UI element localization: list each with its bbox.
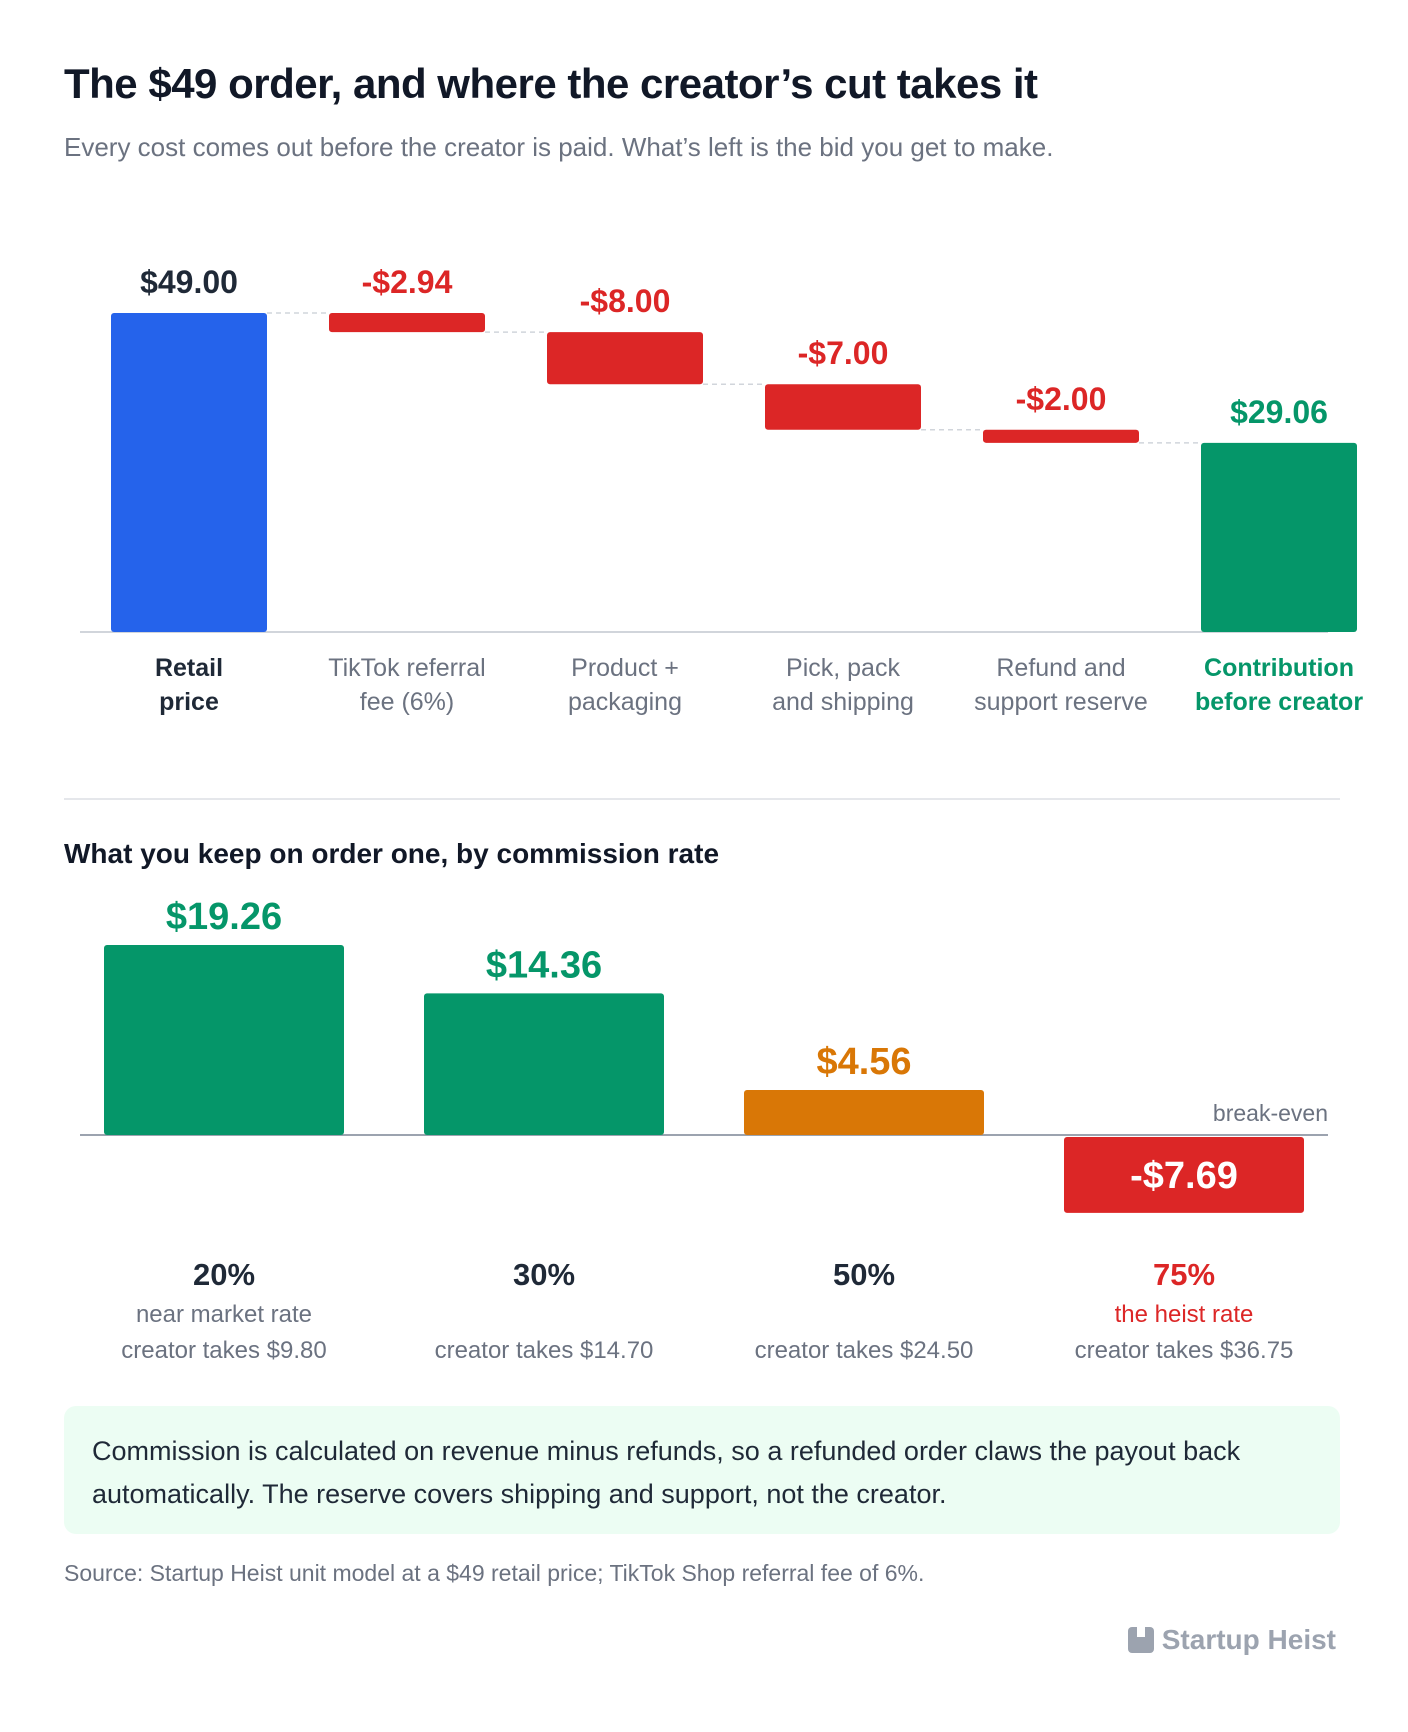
waterfall-bar-1: [329, 313, 485, 333]
brand-name: Startup Heist: [1161, 1624, 1336, 1655]
waterfall-category-label-2-1: packaging: [568, 688, 682, 716]
commission-note-label-0: near market rate: [136, 1301, 312, 1328]
commission-note: Commission is calculated on revenue minu…: [64, 1406, 1340, 1534]
waterfall-value-label-1: -$2.94: [362, 264, 453, 300]
waterfall-category-label-3-0: Pick, pack: [786, 654, 900, 682]
waterfall-bar-0: [111, 313, 267, 632]
commission-note-label-3: the heist rate: [1115, 1301, 1254, 1328]
commission-rate-label-2: 50%: [833, 1257, 895, 1292]
creator-takes-label-1: creator takes $14.70: [435, 1337, 654, 1364]
waterfall-category-label-5-1: before creator: [1195, 688, 1363, 716]
commission-value-label-1: $14.36: [486, 944, 602, 986]
waterfall-category-label-2-0: Product +: [571, 654, 679, 682]
commission-bar-3: [1064, 1137, 1304, 1213]
creator-takes-label-2: creator takes $24.50: [755, 1337, 974, 1364]
waterfall-value-label-0: $49.00: [140, 264, 238, 300]
commission-rate-label-3: 75%: [1153, 1257, 1215, 1292]
commission-value-label-2: $4.56: [816, 1041, 911, 1083]
waterfall-value-label-3: -$7.00: [798, 335, 889, 371]
waterfall-bar-5: [1201, 442, 1357, 632]
startup-heist-logo-icon: [1127, 1627, 1154, 1653]
waterfall-bar-4: [983, 429, 1139, 443]
waterfall-value-label-5: $29.06: [1230, 394, 1328, 430]
brand-logo: Startup Heist: [1127, 1624, 1336, 1656]
commission-section-title: What you keep on order one, by commissio…: [64, 838, 720, 869]
commission-rate-label-0: 20%: [193, 1257, 255, 1292]
commission-bar-1: [424, 993, 664, 1135]
section-divider: [64, 798, 1340, 800]
waterfall-category-label-0-1: price: [159, 688, 219, 716]
waterfall-category-label-5-0: Contribution: [1204, 654, 1354, 682]
commission-value-label-0: $19.26: [166, 896, 282, 938]
creator-takes-label-0: creator takes $9.80: [121, 1337, 326, 1364]
waterfall-bar-2: [547, 332, 703, 385]
commission-rate-label-1: 30%: [513, 1257, 575, 1292]
chart-subtitle: Every cost comes out before the creator …: [64, 132, 1054, 162]
commission-value-label-3: -$7.69: [1130, 1155, 1238, 1197]
commission-bar-0: [104, 945, 344, 1135]
waterfall-category-label-4-1: support reserve: [974, 688, 1148, 716]
waterfall-category-label-1-0: TikTok referral: [328, 654, 485, 682]
chart-title: The $49 order, and where the creator’s c…: [64, 60, 1038, 107]
waterfall-bar-3: [765, 384, 921, 430]
commission-bar-2: [744, 1090, 984, 1135]
break-even-label: break-even: [1213, 1100, 1328, 1126]
waterfall-category-label-3-1: and shipping: [772, 688, 914, 716]
source-note: Source: Startup Heist unit model at a $4…: [64, 1560, 925, 1586]
waterfall-value-label-4: -$2.00: [1016, 381, 1107, 417]
creator-takes-label-3: creator takes $36.75: [1075, 1337, 1294, 1364]
waterfall-category-label-1-1: fee (6%): [360, 688, 454, 716]
waterfall-category-label-4-0: Refund and: [996, 654, 1125, 682]
waterfall-category-label-0-0: Retail: [155, 654, 223, 682]
charts-canvas: $49.00 Retail price -$2.94 TikTok referral fe…: [80, 264, 1363, 1364]
waterfall-value-label-2: -$8.00: [580, 283, 671, 319]
